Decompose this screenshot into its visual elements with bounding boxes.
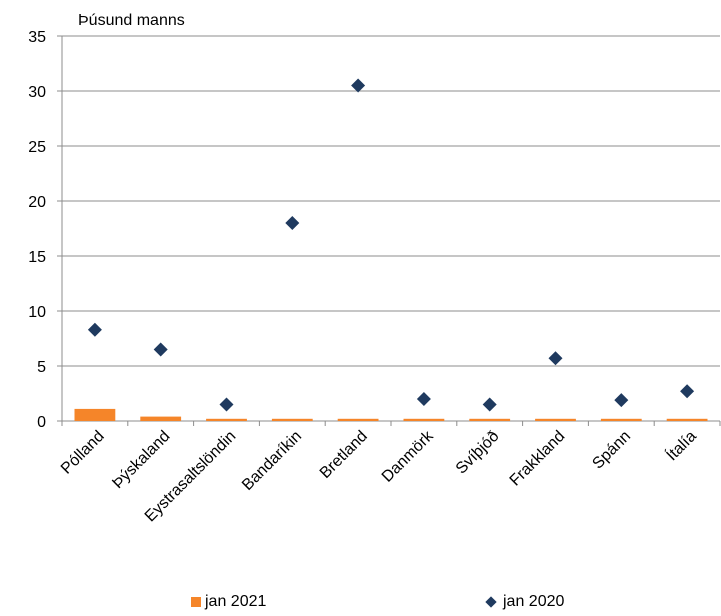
data-point bbox=[614, 393, 629, 408]
legend-label: jan 2021 bbox=[205, 593, 267, 610]
bar bbox=[469, 418, 511, 421]
x-tick-label: Pólland bbox=[58, 428, 108, 478]
x-tick-label: Ítalía bbox=[662, 426, 700, 464]
data-point bbox=[87, 322, 102, 337]
y-tick-label: 10 bbox=[28, 304, 46, 321]
bar bbox=[403, 418, 445, 421]
bar bbox=[206, 418, 247, 421]
data-point bbox=[351, 78, 366, 93]
data-point bbox=[482, 397, 497, 412]
x-tick-label: Bretland bbox=[317, 428, 371, 482]
x-tick-label: Spánn bbox=[589, 428, 634, 473]
data-point bbox=[416, 392, 431, 406]
y-axis-ticks: 0 5 10 15 20 25 30 35 bbox=[28, 29, 46, 431]
marker-series-jan-2020 bbox=[87, 78, 695, 412]
y-tick-label: 35 bbox=[28, 29, 46, 46]
y-unit-label: Þúsund manns bbox=[78, 12, 185, 29]
y-tick-label: 5 bbox=[37, 359, 46, 376]
data-point bbox=[680, 384, 695, 399]
y-tick-label: 15 bbox=[28, 249, 46, 266]
data-point bbox=[285, 216, 300, 230]
bar bbox=[337, 418, 379, 421]
x-tick-label: Þýskaland bbox=[109, 428, 173, 492]
data-point bbox=[153, 342, 168, 357]
x-tick-label: Bandaríkin bbox=[239, 428, 305, 494]
bar bbox=[74, 408, 116, 421]
bar bbox=[666, 418, 708, 421]
y-tick-label: 0 bbox=[37, 414, 46, 431]
legend-item-jan-2020: jan 2020 bbox=[483, 593, 564, 611]
gridlines bbox=[57, 35, 721, 426]
bar-series-jan-2021 bbox=[74, 408, 708, 421]
y-tick-label: 20 bbox=[28, 194, 46, 211]
bar bbox=[535, 418, 576, 421]
legend-label: jan 2020 bbox=[503, 593, 565, 610]
data-point bbox=[219, 397, 234, 412]
bar bbox=[140, 416, 182, 421]
y-tick-label: 25 bbox=[28, 139, 46, 156]
x-tick-label: Frakkland bbox=[507, 428, 569, 490]
legend-swatch-bar bbox=[191, 597, 201, 607]
bar bbox=[271, 418, 313, 421]
x-tick-label: Svíþjóð bbox=[453, 428, 503, 478]
bar bbox=[600, 418, 642, 421]
y-tick-label: 30 bbox=[28, 84, 46, 101]
x-tick-label: Danmörk bbox=[379, 427, 438, 486]
legend-item-jan-2021: jan 2021 bbox=[191, 593, 266, 611]
legend-swatch-diamond bbox=[485, 596, 497, 608]
data-point bbox=[548, 351, 563, 366]
